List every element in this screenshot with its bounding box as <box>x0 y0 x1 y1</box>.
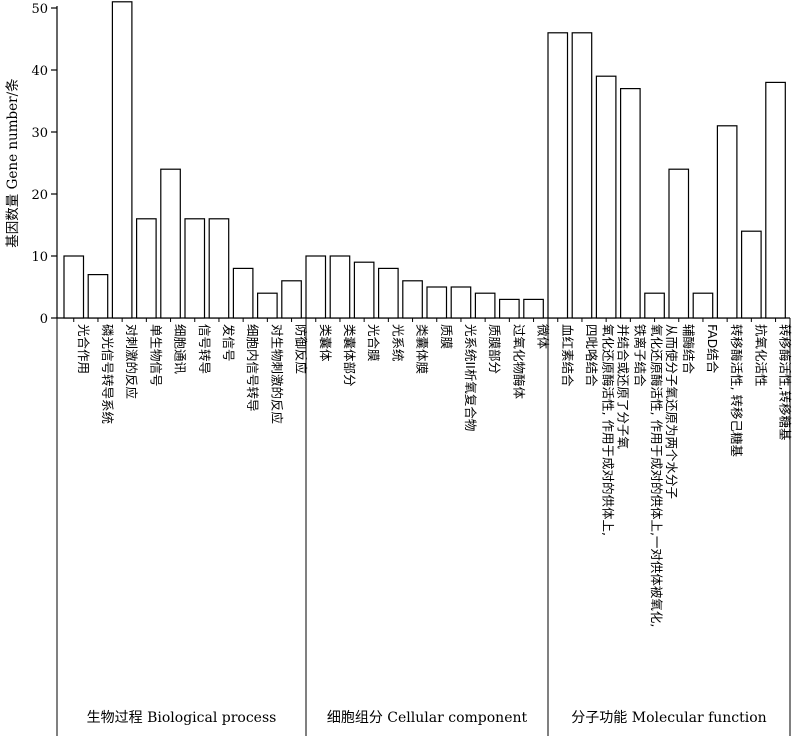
category-label: 质膜 <box>439 324 454 349</box>
category-label: 微体 <box>536 324 551 350</box>
category-label: 抗氧化活性 <box>753 324 768 387</box>
bar <box>136 218 157 319</box>
category-label: 类囊体 <box>318 324 333 362</box>
category-label: 光合作用 <box>76 324 91 374</box>
category-label: 防御反应 <box>294 324 309 374</box>
bar <box>571 32 593 319</box>
bars <box>63 1 786 322</box>
y-axis: 0 10 20 30 40 50 <box>31 2 790 327</box>
bar <box>329 255 351 319</box>
group-label: 生物过程 Biological process <box>87 710 277 726</box>
category-label: 血红素结合 <box>560 324 575 387</box>
category-label: 光合膜 <box>366 324 381 362</box>
category-label: 磷光信号转导系统 <box>100 324 115 424</box>
bar <box>208 218 230 319</box>
category-label: 光系统II析氧复合物 <box>463 324 478 431</box>
category-label: 类囊体部分 <box>342 324 357 387</box>
category-label: 并结合或还原了分子氧 <box>616 324 631 450</box>
bar <box>184 218 206 319</box>
group-sections: 生物过程 Biological process 细胞组分 Cellular com… <box>56 318 791 736</box>
bar <box>402 280 423 319</box>
y-tick-label: 10 <box>31 250 48 265</box>
category-label: 对生物刺激的反应 <box>269 324 284 424</box>
y-axis-label: 基因数量 Gene number/条 <box>4 78 21 248</box>
bar <box>499 298 520 319</box>
category-label: 氧化还原酶活性, 作用于成对的供体上, <box>601 324 616 536</box>
category-labels: 光合作用 磷光信号转导系统 对刺激的反应 单生物信号 细胞通讯 信号转导 发信号 细胞内信号转… <box>76 324 793 627</box>
bar <box>692 292 714 319</box>
bar <box>523 298 544 319</box>
bar <box>450 286 472 319</box>
bar <box>257 292 278 319</box>
category-label: 铁离子结合 <box>632 324 647 387</box>
category-label: 过氧化物酶体 <box>511 324 526 400</box>
bar <box>63 255 85 319</box>
bar <box>668 168 690 319</box>
bar <box>619 87 641 319</box>
bar <box>281 280 302 319</box>
bar <box>716 125 738 319</box>
bar <box>426 286 448 319</box>
category-label: 氧化还原酶活性, 作用于成对的供体上,一对供体被氧化, <box>649 324 664 627</box>
bar <box>378 267 399 319</box>
category-label: 信号转导 <box>197 324 212 374</box>
bar <box>87 274 109 319</box>
y-tick-label: 30 <box>31 126 48 141</box>
bar <box>547 32 569 319</box>
group-label: 细胞组分 Cellular component <box>327 710 528 726</box>
group-label: 分子功能 Molecular function <box>571 710 766 726</box>
y-tick-label: 40 <box>31 64 48 79</box>
y-tick-label: 20 <box>31 188 48 203</box>
bar <box>305 255 327 319</box>
category-label: 从而使分子氧还原为两个水分子 <box>664 324 679 499</box>
category-label: 对刺激的反应 <box>124 324 139 399</box>
bar <box>740 230 762 319</box>
category-label: 转移酶活性, 转移己糖基 <box>729 324 744 457</box>
bar <box>353 261 375 319</box>
bar <box>595 75 617 319</box>
bar <box>160 168 181 319</box>
bar <box>474 292 496 319</box>
category-label: 单生物信号 <box>148 324 163 387</box>
bar <box>232 267 254 319</box>
category-label: 辅酶结合 <box>681 324 696 375</box>
category-label: 质膜部分 <box>487 324 502 374</box>
bar <box>111 1 133 319</box>
category-label: FAD结合 <box>705 324 720 374</box>
category-label: 光系统 <box>390 324 405 362</box>
category-label: 类囊体膜 <box>415 324 430 374</box>
bar <box>644 292 665 319</box>
category-label: 转移酶活性,转移糖基 <box>778 324 793 441</box>
category-label: 细胞通讯 <box>173 324 188 375</box>
bar <box>765 81 786 319</box>
y-tick-label: 0 <box>40 312 48 327</box>
category-label: 细胞内信号转导 <box>245 324 260 412</box>
category-label: 四吡咯结合 <box>584 324 599 387</box>
y-tick-label: 50 <box>31 2 48 17</box>
category-label: 发信号 <box>221 324 236 362</box>
